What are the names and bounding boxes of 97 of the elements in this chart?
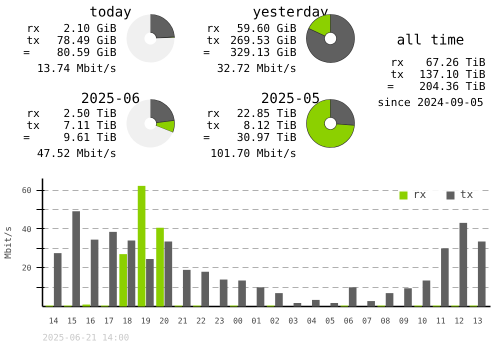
text: since 2024-09-05 — [378, 96, 484, 109]
text: 78.49 GiB — [56, 34, 117, 47]
bar — [312, 300, 320, 306]
text: rx — [26, 22, 40, 35]
text: 59.60 GiB — [236, 22, 297, 35]
text: = — [23, 131, 30, 144]
bar — [404, 288, 412, 306]
x-tick-label: 13 — [472, 316, 483, 326]
text: = — [203, 46, 210, 59]
text: 137.10 TiB — [419, 68, 486, 81]
text: 2.50 TiB — [64, 107, 117, 120]
bar — [256, 287, 264, 306]
text: 2.10 GiB — [64, 22, 117, 35]
x-tick-label: 17 — [104, 316, 114, 326]
x-tick-label: 16 — [86, 316, 96, 326]
bar — [422, 280, 430, 306]
bar — [146, 258, 154, 306]
text: 101.70 Mbit/s — [210, 147, 296, 160]
y-axis-title: Mbit/s — [4, 226, 14, 259]
text: = — [387, 80, 394, 93]
chart-title: today — [89, 4, 132, 20]
bar — [182, 270, 191, 306]
y-tick-label: 40 — [22, 224, 32, 234]
bar — [220, 280, 228, 306]
x-tick-label: 22 — [196, 316, 206, 326]
text: 9.61 TiB — [64, 131, 117, 144]
bar — [441, 248, 449, 306]
chart-title: 2025-05 — [261, 91, 320, 107]
x-tick-label: 15 — [67, 316, 77, 326]
text: = — [203, 131, 210, 144]
bar — [119, 254, 127, 306]
x-tick-label: 11 — [436, 316, 446, 326]
x-tick-label: 23 — [214, 316, 224, 326]
bar — [156, 228, 164, 306]
x-tick-label: 18 — [122, 316, 132, 326]
x-tick-label: 07 — [362, 316, 372, 326]
x-tick-label: 20 — [159, 316, 170, 326]
x-tick-label: 08 — [380, 316, 390, 326]
bar — [386, 293, 394, 306]
text: tx — [26, 119, 40, 132]
text: 13.74 Mbit/s — [37, 62, 117, 75]
bar — [459, 222, 468, 306]
text: 47.52 Mbit/s — [37, 147, 117, 160]
chart-title: 2025-06 — [81, 91, 140, 107]
y-tick-label: 20 — [22, 264, 32, 273]
bar — [138, 186, 146, 306]
chart-title: yesterday — [252, 4, 328, 20]
x-tick-label: 21 — [178, 316, 188, 326]
text: 32.72 Mbit/s — [217, 62, 297, 75]
bar — [201, 272, 210, 306]
text: rx — [206, 22, 220, 35]
text: 329.13 GiB — [230, 46, 297, 59]
x-tick-label: 06 — [344, 316, 354, 326]
x-tick-label: 04 — [306, 316, 317, 326]
x-tick-label: 02 — [270, 316, 280, 326]
bar — [294, 303, 302, 306]
bar — [478, 242, 486, 306]
bar — [128, 240, 136, 306]
y-tick-label: 60 — [22, 186, 32, 196]
x-tick-label: 19 — [140, 316, 151, 326]
text: rx — [206, 107, 220, 120]
text: 269.53 GiB — [230, 34, 297, 47]
text: = — [23, 46, 30, 59]
bar — [54, 253, 62, 306]
bar — [348, 287, 357, 306]
bar — [238, 280, 246, 306]
bar — [90, 240, 98, 306]
text: rx — [390, 56, 404, 69]
text: tx — [206, 34, 220, 47]
text: tx — [26, 34, 40, 47]
bar — [72, 211, 80, 306]
text: tx — [390, 68, 404, 81]
text: all time — [396, 32, 464, 48]
x-tick-label: 01 — [252, 316, 262, 326]
text: 30.97 TiB — [236, 131, 297, 144]
text: 22.85 TiB — [236, 107, 297, 120]
bar — [109, 232, 117, 306]
bar — [330, 303, 338, 306]
x-tick-label: 03 — [288, 316, 298, 326]
text: 204.36 TiB — [419, 80, 486, 93]
legend-label: rx — [413, 188, 428, 201]
text: 8.12 TiB — [244, 119, 297, 132]
bar — [164, 242, 172, 306]
x-tick-label: 12 — [454, 316, 464, 326]
text: 67.26 TiB — [426, 56, 486, 69]
text: 7.11 TiB — [64, 119, 117, 132]
x-tick-label: 10 — [417, 316, 428, 326]
x-tick-label: 00 — [233, 316, 243, 326]
bar — [367, 301, 375, 306]
x-tick-label: 14 — [48, 316, 59, 326]
text: 80.59 GiB — [56, 46, 117, 59]
x-tick-label: 05 — [325, 316, 336, 326]
text: rx — [26, 107, 40, 120]
legend-label: tx — [460, 188, 474, 201]
text: tx — [206, 119, 220, 132]
x-tick-label: 09 — [399, 316, 409, 326]
bar — [275, 293, 283, 306]
